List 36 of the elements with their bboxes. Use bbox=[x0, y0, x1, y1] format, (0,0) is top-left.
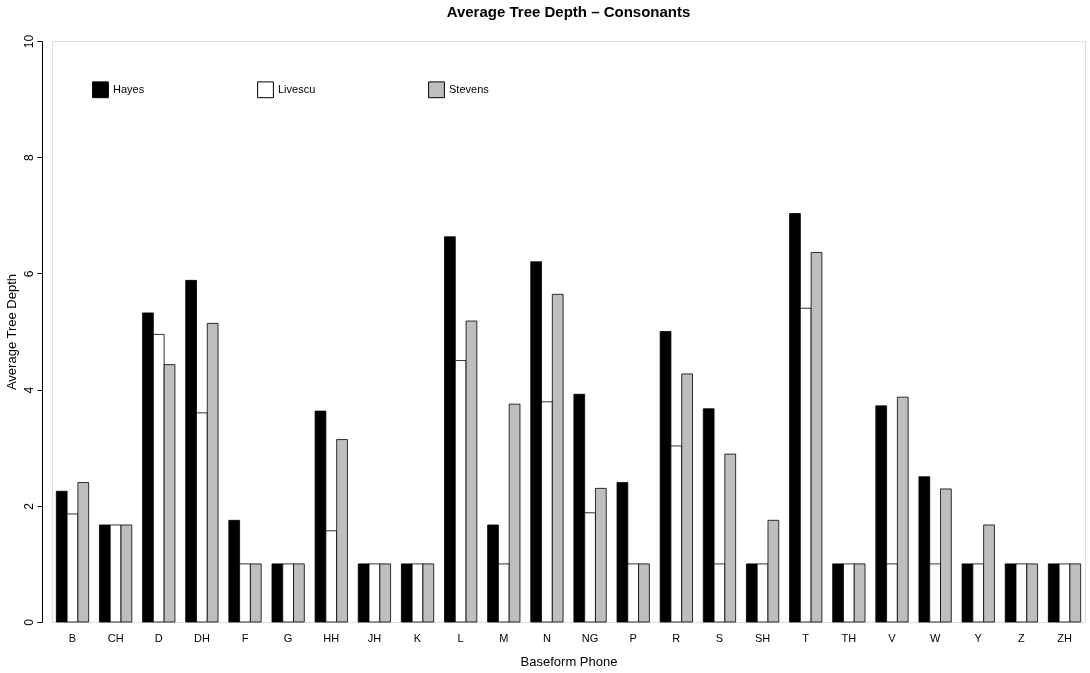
legend-label: Stevens bbox=[449, 82, 490, 95]
x-tick-label: W bbox=[929, 631, 941, 644]
x-tick-label: ZH bbox=[1057, 631, 1072, 644]
x-tick-label: JH bbox=[367, 631, 382, 644]
x-tick-label: NG bbox=[581, 631, 599, 644]
x-tick-label: G bbox=[283, 631, 293, 644]
legend-label: Livescu bbox=[278, 82, 316, 95]
x-tick-label: M bbox=[499, 631, 509, 644]
y-tick-label: 8 bbox=[21, 154, 36, 162]
x-tick-label: DH bbox=[193, 631, 210, 644]
x-tick-label: V bbox=[888, 631, 897, 644]
y-tick-label: 2 bbox=[21, 502, 36, 510]
x-tick-label: D bbox=[154, 631, 163, 644]
y-tick-label: 0 bbox=[21, 618, 36, 626]
y-axis-title: Average Tree Depth bbox=[3, 273, 19, 391]
x-tick-label: TH bbox=[841, 631, 857, 644]
x-tick-label: Y bbox=[974, 631, 983, 644]
x-tick-label: R bbox=[672, 631, 681, 644]
x-tick-label: T bbox=[802, 631, 810, 644]
chart-title: Average Tree Depth – Consonants bbox=[446, 3, 691, 21]
x-tick-label: P bbox=[629, 631, 637, 644]
x-tick-label: SH bbox=[754, 631, 771, 644]
x-tick-label: Z bbox=[1018, 631, 1026, 644]
x-tick-label: S bbox=[715, 631, 724, 644]
x-axis-title: Baseform Phone bbox=[520, 653, 618, 669]
x-tick-label: B bbox=[68, 631, 77, 644]
x-tick-label: HH bbox=[323, 631, 340, 644]
y-tick-label: 6 bbox=[21, 270, 36, 278]
x-tick-label: L bbox=[457, 631, 464, 644]
y-tick-label: 10 bbox=[21, 34, 36, 49]
legend-label: Hayes bbox=[113, 82, 145, 95]
x-tick-label: N bbox=[542, 631, 551, 644]
x-tick-label: K bbox=[413, 631, 422, 644]
x-tick-label: CH bbox=[107, 631, 124, 644]
x-tick-label: F bbox=[241, 631, 249, 644]
y-tick-label: 4 bbox=[21, 386, 36, 394]
